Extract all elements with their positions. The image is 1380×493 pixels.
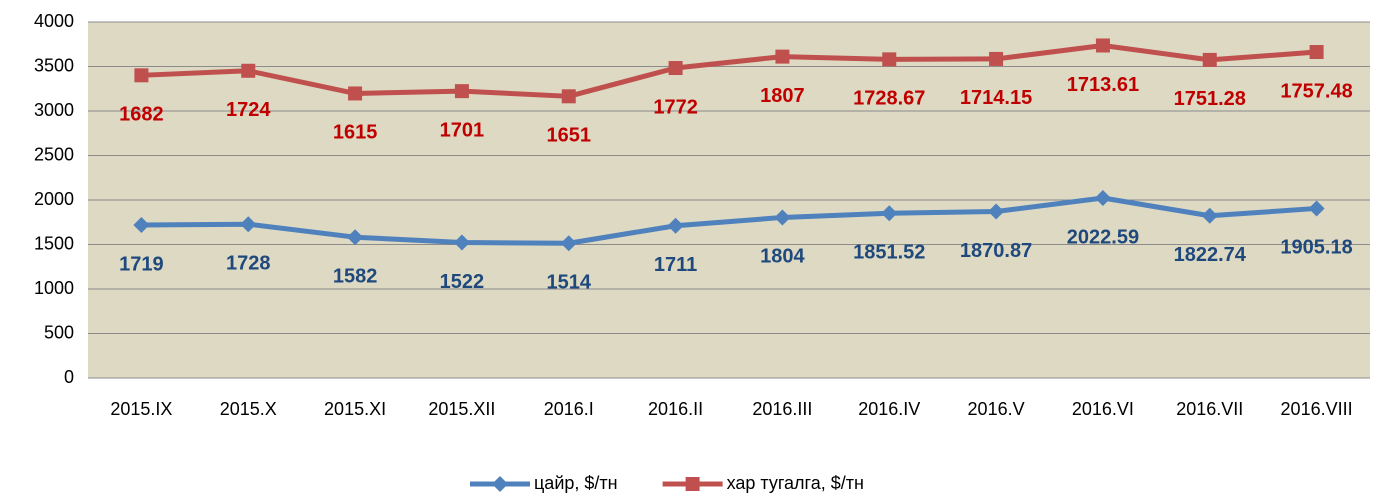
y-tick-label: 1500 — [34, 233, 74, 253]
data-label: 1728 — [226, 252, 271, 274]
x-tick-label: 2015.XII — [428, 399, 495, 419]
data-label: 1522 — [440, 271, 485, 293]
data-label: 1582 — [333, 265, 378, 287]
marker — [989, 51, 1004, 66]
marker — [1094, 189, 1111, 206]
marker — [668, 61, 683, 76]
marker — [133, 217, 150, 234]
marker — [882, 52, 897, 67]
marker — [241, 63, 256, 78]
data-label: 1701 — [440, 119, 485, 141]
x-tick-label: 2016.I — [544, 399, 594, 419]
x-tick-label: 2015.XI — [324, 399, 386, 419]
marker — [453, 234, 470, 251]
x-tick-label: 2016.V — [968, 399, 1025, 419]
data-label: 1713.61 — [1067, 74, 1139, 96]
y-tick-label: 4000 — [34, 11, 74, 31]
marker — [1308, 200, 1325, 217]
data-label: 1772 — [653, 96, 698, 118]
marker — [134, 68, 149, 83]
marker — [881, 205, 898, 222]
x-tick-label: 2016.III — [752, 399, 812, 419]
y-tick-label: 2000 — [34, 189, 74, 209]
x-tick-label: 2016.IV — [858, 399, 920, 419]
series-line — [141, 195, 1317, 246]
marker — [774, 209, 791, 226]
data-label: 1719 — [119, 253, 164, 275]
data-label: 1822.74 — [1174, 244, 1247, 266]
data-label: 2022.59 — [1067, 226, 1139, 248]
y-tick-label: 3000 — [34, 100, 74, 120]
y-tick-label: 1000 — [34, 278, 74, 298]
marker — [561, 89, 576, 104]
data-label: 1870.87 — [960, 240, 1032, 262]
data-label: 1728.67 — [853, 88, 925, 110]
marker — [1201, 207, 1218, 224]
legend-marker — [492, 476, 508, 492]
data-label: 1714.15 — [960, 87, 1032, 109]
marker — [988, 203, 1005, 220]
data-label: 1905.18 — [1280, 237, 1352, 259]
data-label: 1851.52 — [853, 241, 925, 263]
marker — [1309, 45, 1324, 60]
data-label: 1682 — [119, 104, 164, 126]
marker — [240, 216, 257, 233]
marker — [347, 229, 364, 246]
x-tick-label: 2016.VIII — [1281, 399, 1353, 419]
marker — [775, 49, 790, 64]
data-label: 1514 — [547, 272, 592, 294]
x-tick-label: 2016.VI — [1072, 399, 1134, 419]
data-label: 1711 — [654, 254, 697, 276]
marker — [1202, 52, 1217, 67]
legend-label: цайр, $/тн — [534, 473, 618, 493]
x-tick-label: 2015.IX — [110, 399, 172, 419]
y-tick-label: 500 — [44, 322, 74, 342]
x-tick-label: 2015.X — [220, 399, 277, 419]
data-label: 1804 — [760, 246, 805, 268]
marker — [348, 86, 363, 101]
data-label: 1807 — [760, 85, 805, 107]
data-label: 1615 — [333, 122, 378, 144]
data-label: 1751.28 — [1174, 88, 1246, 110]
y-tick-label: 2500 — [34, 144, 74, 164]
legend-marker — [685, 477, 700, 491]
marker — [454, 84, 469, 99]
series-line — [141, 42, 1317, 99]
data-label: 1724 — [226, 99, 271, 121]
x-tick-label: 2016.II — [648, 399, 703, 419]
marker — [560, 235, 577, 252]
x-tick-label: 2016.VII — [1176, 399, 1243, 419]
y-tick-label: 3500 — [34, 55, 74, 75]
data-label: 1651 — [547, 125, 592, 147]
marker — [667, 217, 684, 234]
data-label: 1757.48 — [1280, 80, 1352, 102]
y-tick-label: 0 — [64, 367, 74, 387]
legend-label: хар тугалга, $/тн — [727, 473, 864, 493]
marker — [1095, 38, 1110, 53]
